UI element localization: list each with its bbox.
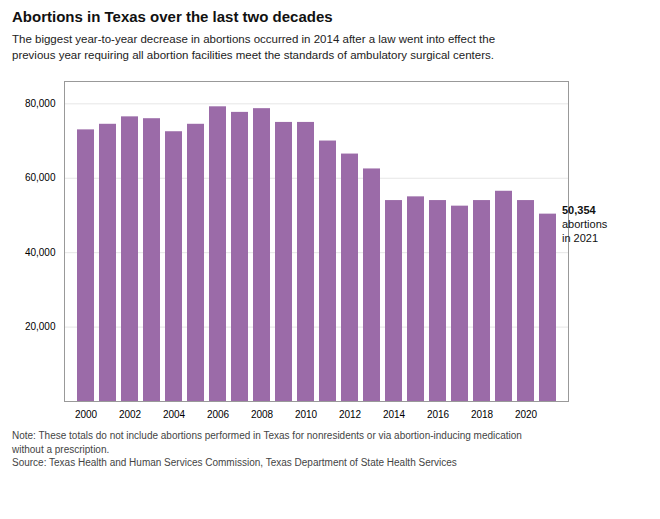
svg-text:80,000: 80,000 (25, 98, 56, 109)
svg-text:40,000: 40,000 (25, 247, 56, 258)
svg-text:2012: 2012 (339, 409, 362, 420)
svg-text:20,000: 20,000 (25, 321, 56, 332)
svg-text:2014: 2014 (383, 409, 406, 420)
html-text:Source: Texas Health and Human: Source: Texas Health and Human Services … (12, 457, 457, 469)
svg-text:2008: 2008 (251, 409, 274, 420)
svg-text:abortions: abortions (562, 218, 608, 230)
html-text:The biggest year-to-year decre: The biggest year-to-year decrease in abo… (12, 33, 496, 62)
svg-text:2004: 2004 (163, 409, 186, 420)
html-text:without a prescription.: without a prescription. (12, 443, 110, 455)
svg-text:60,000: 60,000 (25, 173, 56, 184)
svg-text:2010: 2010 (295, 409, 318, 420)
svg-text:in 2021: in 2021 (562, 232, 598, 244)
svg-text:2016: 2016 (427, 409, 450, 420)
html-text:Abortions in Texas over the la: Abortions in Texas over the last two dec… (12, 8, 333, 25)
svg-text:2006: 2006 (207, 409, 230, 420)
svg-text:2020: 2020 (515, 409, 538, 420)
html-text:Note: These totals do not incl: Note: These totals do not include aborti… (12, 430, 522, 442)
svg-text:2000: 2000 (75, 409, 98, 420)
svg-text:2018: 2018 (471, 409, 494, 420)
svg-text:2002: 2002 (119, 409, 142, 420)
svg-text:50,354: 50,354 (562, 204, 597, 216)
